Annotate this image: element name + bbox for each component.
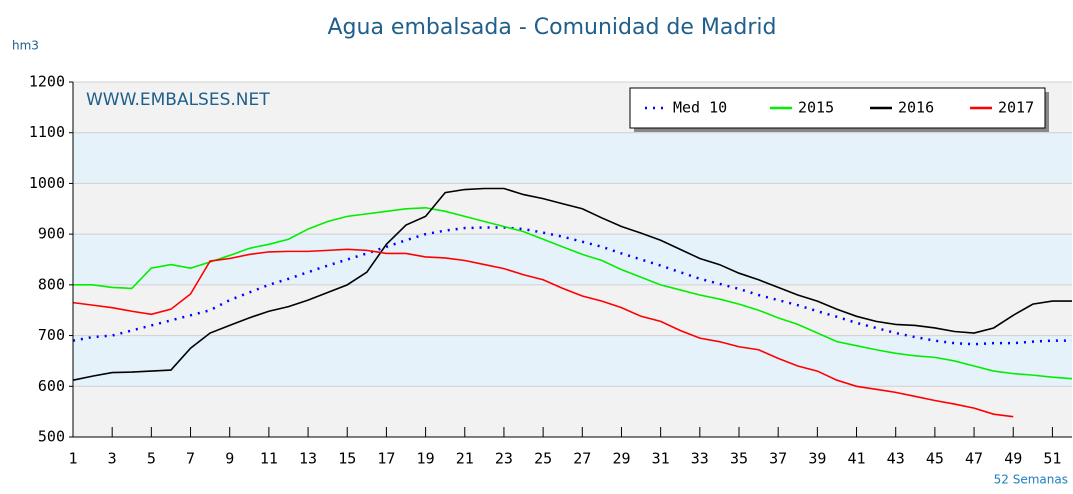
band: [73, 234, 1072, 285]
x-tick-label: 11: [260, 450, 278, 468]
lines: [72, 187, 1073, 418]
watermark: WWW.EMBALSES.NET: [86, 90, 270, 110]
x-tick-label: 23: [495, 450, 513, 468]
x-tick-label: 45: [926, 450, 944, 468]
x-tick-label: 21: [456, 450, 474, 468]
x-tick-label: 27: [573, 450, 591, 468]
x-tick-label: 9: [225, 450, 234, 468]
legend: Med 10 2015 2016 2017: [629, 87, 1049, 132]
y-tick-label: 900: [38, 225, 65, 243]
x-tick-label: 19: [417, 450, 435, 468]
x-tick-label: 39: [808, 450, 826, 468]
x-tick-label: 49: [1004, 450, 1022, 468]
x-tick-label: 51: [1043, 450, 1061, 468]
x-tick-label: 17: [377, 450, 395, 468]
x-tick-label: 5: [147, 450, 156, 468]
chart-title: Agua embalsada - Comunidad de Madrid: [328, 15, 777, 40]
series-line: [72, 226, 1072, 346]
band: [73, 183, 1072, 235]
x-tick-label: 13: [299, 450, 317, 468]
x-tick-label: 37: [769, 450, 787, 468]
band: [73, 335, 1072, 387]
legend-label: 2015: [798, 99, 834, 117]
x-tick-label: 7: [186, 450, 195, 468]
y-tick-label: 1100: [29, 123, 65, 141]
x-tick-label: 43: [887, 450, 905, 468]
y-tick-label: 500: [38, 428, 65, 446]
x-tick-label: 1: [68, 450, 77, 468]
x-tick-label: 35: [730, 450, 748, 468]
y-axis-label: hm3: [12, 39, 39, 53]
x-tick-label: 47: [965, 450, 983, 468]
x-tick-label: 31: [652, 450, 670, 468]
legend-label: 2016: [898, 99, 934, 117]
legend-label: Med 10: [673, 99, 727, 117]
band: [73, 132, 1072, 184]
x-axis-label: 52 Semanas: [994, 473, 1068, 487]
y-tick-label: 600: [38, 377, 65, 395]
x-tick-label: 33: [691, 450, 709, 468]
y-tick-label: 1000: [29, 174, 65, 192]
x-tick-label: 41: [847, 450, 865, 468]
x-tick-label: 15: [338, 450, 356, 468]
series-line: [73, 206, 1073, 380]
y-tick-label: 800: [38, 275, 65, 293]
y-tick-label: 700: [38, 326, 65, 344]
band: [73, 386, 1072, 437]
x-tick-label: 25: [534, 450, 552, 468]
series-line: [72, 248, 1014, 418]
y-tick-label: 1200: [29, 73, 65, 91]
x-tick-label: 3: [108, 450, 117, 468]
series-line: [72, 187, 1072, 381]
x-tick-label: 29: [612, 450, 630, 468]
plot-background: [73, 82, 1072, 437]
legend-label: 2017: [998, 99, 1034, 117]
band: [73, 284, 1072, 336]
